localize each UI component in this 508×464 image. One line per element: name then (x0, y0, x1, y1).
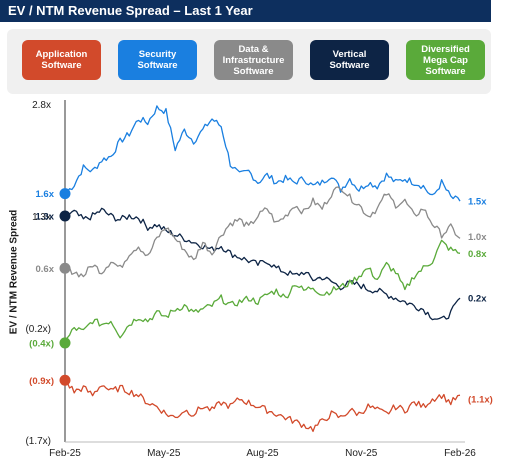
legend-item-diversified-mega-cap-software: Diversified Mega Cap Software (406, 40, 485, 80)
series-line (64, 105, 461, 202)
series-start-marker (59, 188, 71, 200)
series-line (64, 186, 461, 278)
x-tick-label: Feb-25 (49, 448, 81, 459)
legend-item-data-infrastructure-software: Data & Infrastructure Software (214, 40, 293, 80)
y-tick-label: (0.2x) (25, 324, 51, 335)
series-start-marker (59, 337, 71, 349)
series-end-label: 1.5x (468, 197, 487, 208)
series-start-label: (0.4x) (29, 338, 54, 349)
legend-item-application-software: Application Software (22, 40, 101, 80)
y-tick-label: 1.3x (32, 212, 51, 223)
series-end-label: 1.0x (468, 232, 487, 243)
x-tick-label: Aug-25 (246, 448, 279, 459)
legend: Application Software Security Software D… (7, 29, 491, 94)
series-start-marker (59, 374, 71, 386)
series-start-marker (59, 262, 71, 274)
series-line (64, 207, 461, 321)
series-start-label: 1.6x (36, 189, 55, 200)
legend-item-security-software: Security Software (118, 40, 197, 80)
series-end-label: 0.2x (468, 294, 487, 305)
line-chart: 2.8x 1.3x (0.2x) (1.7x)Feb-25 May-25 Aug-25 No… (25, 100, 493, 459)
y-tick-label: 2.8x (32, 100, 51, 111)
x-tick-label: Nov-25 (345, 448, 378, 459)
x-tick-label: May-25 (147, 448, 181, 459)
series-end-label: 0.8x (468, 249, 487, 260)
series-start-label: 1.3x (36, 212, 55, 223)
chart-title: EV / NTM Revenue Spread – Last 1 Year (0, 0, 491, 22)
series-start-label: 0.6x (36, 264, 55, 275)
series-line (64, 379, 461, 433)
series-end-label: (1.1x) (468, 395, 493, 406)
x-tick-label: Feb-26 (444, 448, 476, 459)
legend-item-vertical-software: Vertical Software (310, 40, 389, 80)
series-line (64, 239, 461, 344)
series-start-marker (59, 210, 71, 222)
series-start-label: (0.9x) (29, 376, 54, 387)
y-tick-label: (1.7x) (25, 436, 51, 447)
